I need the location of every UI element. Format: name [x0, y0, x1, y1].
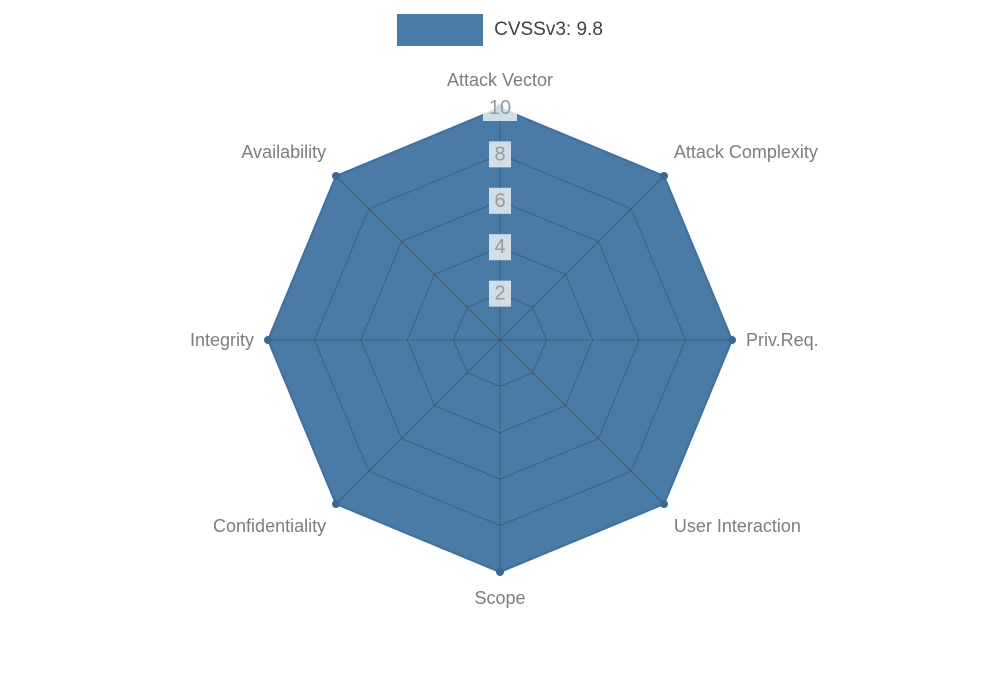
- tick-backdrop: [489, 141, 511, 168]
- radar-spoke: [335, 339, 501, 505]
- axis-label-user-interaction: User Interaction: [674, 516, 801, 536]
- radar-grid-ring: [406, 246, 594, 434]
- radial-tick-label: 2: [494, 283, 505, 305]
- radar-grid-ring: [313, 153, 687, 527]
- radar-point: [660, 500, 668, 508]
- radar-point: [496, 568, 504, 576]
- radar-series-fill: [268, 108, 732, 572]
- radar-spoke: [335, 175, 501, 341]
- radar-spoke: [499, 175, 665, 341]
- tick-backdrop: [489, 187, 511, 214]
- axis-label-confidentiality: Confidentiality: [213, 516, 326, 536]
- legend-item-cvssv3[interactable]: CVSSv3: 9.8: [397, 14, 603, 46]
- radar-spoke: [499, 339, 665, 505]
- chart-legend: CVSSv3: 9.8: [0, 14, 1000, 46]
- tick-backdrop: [489, 280, 511, 307]
- radial-tick-label: 8: [494, 143, 505, 165]
- radial-tick-label: 10: [489, 97, 511, 119]
- radar-point: [660, 172, 668, 180]
- radial-tick-label: 6: [494, 190, 505, 212]
- radar-point: [728, 336, 736, 344]
- axis-label-priv-req: Priv.Req.: [746, 330, 819, 350]
- tick-backdrop: [483, 95, 517, 121]
- axis-label-attack-vector: Attack Vector: [447, 70, 553, 90]
- axis-label-integrity: Integrity: [190, 330, 254, 350]
- radar-grid-ring: [453, 293, 547, 387]
- axis-label-availability: Availability: [241, 142, 326, 162]
- tick-backdrop: [489, 234, 511, 261]
- axis-label-attack-complexity: Attack Complexity: [674, 142, 818, 162]
- axis-label-scope: Scope: [474, 588, 525, 608]
- radar-point: [332, 500, 340, 508]
- legend-swatch: [397, 14, 484, 46]
- legend-label: CVSSv3: 9.8: [494, 19, 603, 40]
- radial-tick-label: 4: [494, 236, 505, 258]
- radar-point: [264, 336, 272, 344]
- radar-grid-ring: [360, 200, 640, 480]
- radar-point: [332, 172, 340, 180]
